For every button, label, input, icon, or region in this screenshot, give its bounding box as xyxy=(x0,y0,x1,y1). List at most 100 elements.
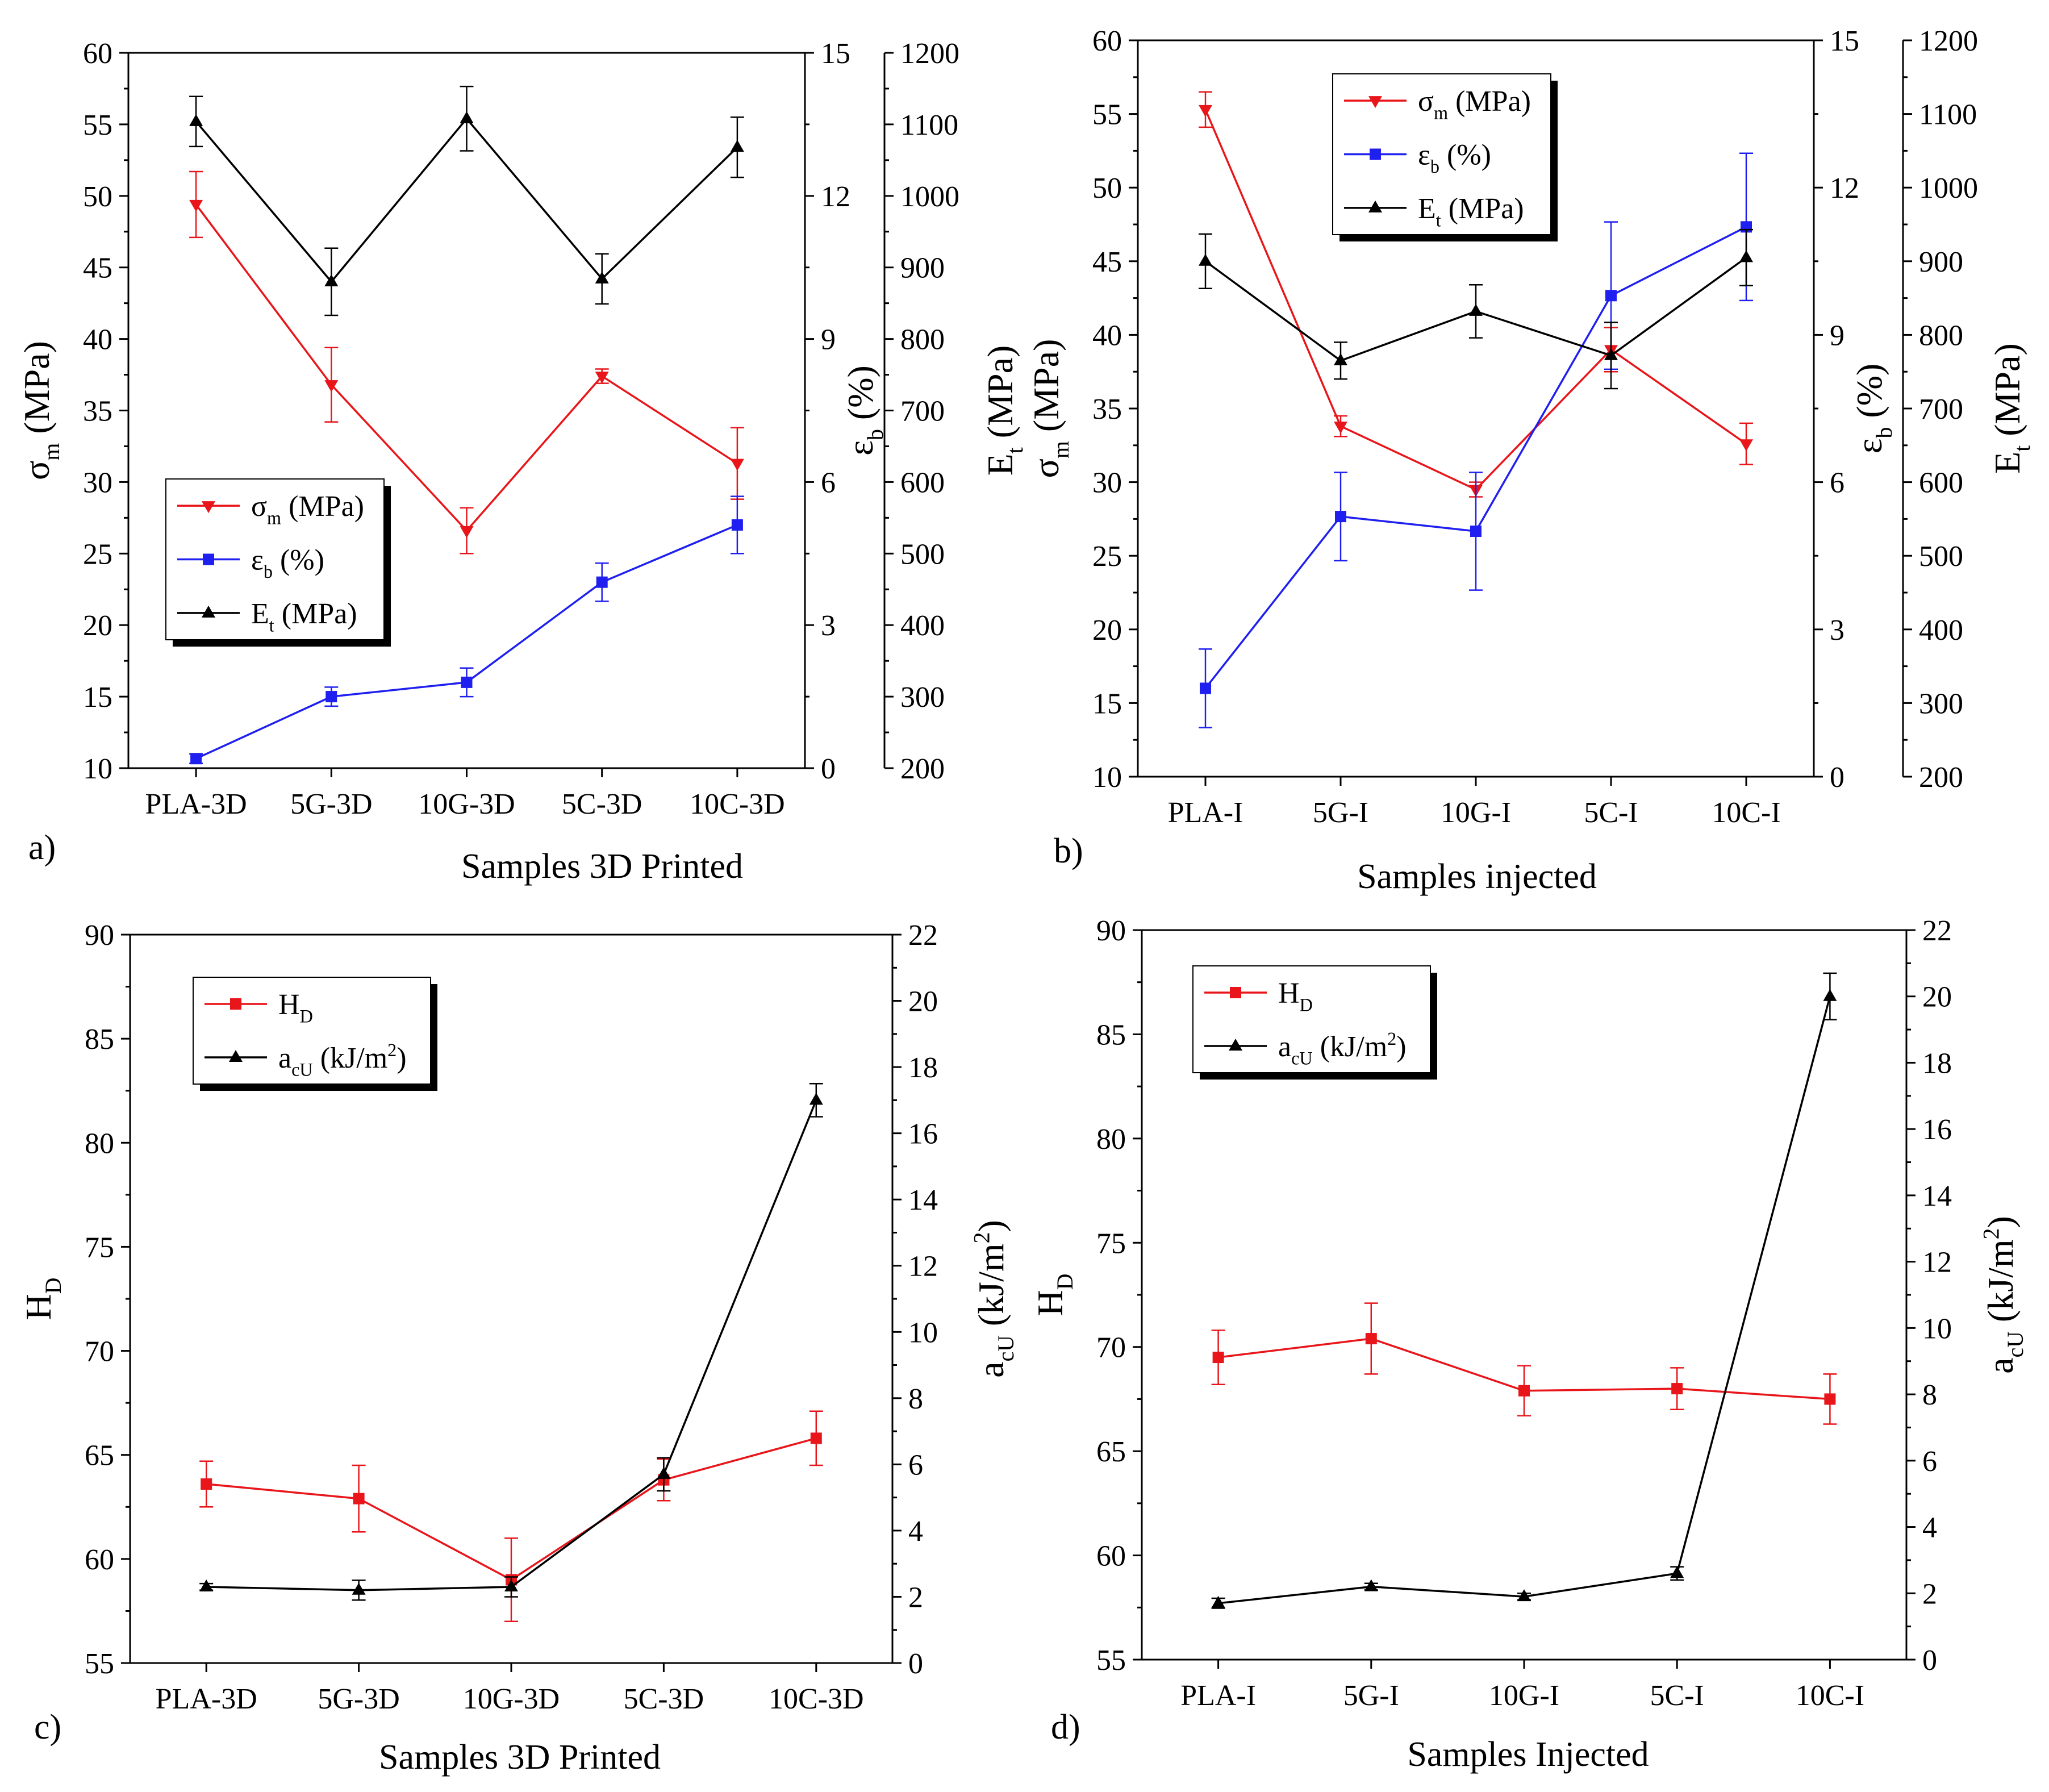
right-y-tick-label: 22 xyxy=(908,919,938,952)
right-y-tick-label: 6 xyxy=(1922,1445,1937,1478)
left-y-tick-label: 80 xyxy=(85,1127,114,1160)
series-1 xyxy=(1211,972,1837,1609)
right-y-tick-label: 400 xyxy=(900,610,945,642)
data-point xyxy=(1364,1579,1378,1591)
data-point xyxy=(595,271,609,284)
legend-marker xyxy=(1230,987,1241,998)
data-point xyxy=(189,114,203,126)
legend-marker xyxy=(1368,200,1382,212)
x-tick-label: 5C-I xyxy=(1584,797,1638,829)
right-y-tick-label: 900 xyxy=(900,252,945,285)
series-2 xyxy=(189,85,744,316)
right-y-axis-title: acU (kJ/m2) xyxy=(1979,1216,2028,1374)
data-point xyxy=(460,111,474,123)
left-y-tick-label: 75 xyxy=(1096,1227,1126,1260)
right-y-tick-label: 500 xyxy=(1919,540,1963,573)
right-y-tick-label: 200 xyxy=(1919,761,1963,794)
data-point xyxy=(352,1582,366,1595)
data-point xyxy=(1211,1595,1225,1608)
right-y-tick-label: 1000 xyxy=(1919,172,1978,205)
left-y-tick-label: 50 xyxy=(1092,172,1122,205)
right-y-tick-label: 14 xyxy=(1922,1180,1952,1212)
data-point xyxy=(1200,682,1211,694)
left-y-tick-label: 75 xyxy=(85,1231,114,1264)
left-y-tick-label: 20 xyxy=(1092,614,1122,647)
left-y-tick-label: 10 xyxy=(83,753,112,785)
right-y-tick-label: 18 xyxy=(908,1052,938,1084)
right-y-tick-label: 22 xyxy=(1922,915,1952,947)
right-y-tick-label: 0 xyxy=(821,753,836,785)
left-y-tick-label: 45 xyxy=(1092,246,1122,278)
right-y-tick-label: 0 xyxy=(1830,761,1844,794)
left-y-tick-label: 60 xyxy=(85,1544,114,1576)
left-y-tick-label: 10 xyxy=(1092,761,1122,794)
data-point xyxy=(190,753,202,765)
data-point xyxy=(595,372,609,384)
data-point xyxy=(460,526,474,539)
data-point xyxy=(730,459,744,471)
right-y-tick-label: 400 xyxy=(1919,614,1963,647)
right-y-tick-label: 8 xyxy=(908,1383,923,1415)
right-y-tick-label: 6 xyxy=(821,466,836,499)
data-point xyxy=(1824,1393,1836,1405)
data-point xyxy=(1469,303,1483,316)
data-point xyxy=(1518,1385,1530,1397)
right-y-tick-label: 4 xyxy=(1922,1512,1937,1544)
right-y-tick-label: 6 xyxy=(1830,467,1844,499)
series-2 xyxy=(1199,228,1753,390)
left-y-tick-label: 30 xyxy=(1092,467,1122,499)
left-y-axis-title: HD xyxy=(1030,1274,1078,1316)
right-y-tick-label: 3 xyxy=(1830,614,1844,647)
legend-marker xyxy=(202,501,215,514)
data-point xyxy=(1605,290,1617,302)
legend-label: HD xyxy=(278,989,313,1027)
right-y-tick-label: 1100 xyxy=(1919,99,1977,131)
series-0 xyxy=(189,170,744,555)
left-y-tick-label: 80 xyxy=(1096,1123,1126,1156)
left-y-tick-label: 20 xyxy=(83,610,112,642)
right-y-tick-label: 300 xyxy=(900,681,945,714)
right-y-tick-label: 900 xyxy=(1919,246,1963,278)
right-y-axis-title: εb (%) xyxy=(1849,364,1897,454)
x-tick-label: 10G-3D xyxy=(463,1683,560,1715)
data-point xyxy=(1670,1566,1684,1578)
data-point xyxy=(657,1466,671,1479)
legend: σm (MPa) εb (%) Et (MPa) xyxy=(165,478,391,647)
left-y-tick-label: 30 xyxy=(83,466,112,499)
panel-b: PLA-I 5G-I 10G-I 5C-I 10C-I Samples injected b… xyxy=(1026,25,2035,896)
left-y-axis-title: σm (MPa) xyxy=(1026,339,1074,478)
data-point xyxy=(1517,1589,1531,1602)
legend-label: acU (kJ/m2) xyxy=(278,1040,407,1080)
x-axis-title: Samples injected xyxy=(1357,857,1597,896)
right-y-tick-label: 18 xyxy=(1922,1047,1952,1080)
data-point xyxy=(810,1432,822,1444)
legend-marker xyxy=(1229,1039,1242,1051)
data-point xyxy=(1823,989,1837,1001)
right-y-tick-label: 16 xyxy=(908,1118,938,1151)
data-point xyxy=(1212,1352,1224,1364)
x-tick-label: PLA-I xyxy=(1180,1680,1256,1712)
right-y-tick-label: 1200 xyxy=(900,37,959,70)
right-y-tick-label: 12 xyxy=(908,1251,938,1283)
right-y-tick-label: 800 xyxy=(1919,319,1963,352)
right-y-tick-label: 15 xyxy=(1830,25,1859,57)
left-y-tick-label: 50 xyxy=(83,181,112,213)
x-axis-title: Samples 3D Printed xyxy=(379,1738,661,1777)
left-y-tick-label: 60 xyxy=(1096,1540,1126,1573)
x-tick-label: 10C-3D xyxy=(769,1683,864,1715)
right-y-tick-label: 1100 xyxy=(900,109,958,141)
x-tick-label: 5G-3D xyxy=(290,788,372,820)
right-y-tick-label: 12 xyxy=(1830,172,1859,205)
left-y-tick-label: 45 xyxy=(83,252,112,285)
data-point xyxy=(1199,253,1212,266)
x-tick-label: PLA-3D xyxy=(156,1683,257,1715)
data-point xyxy=(596,576,608,588)
legend-marker xyxy=(202,605,215,618)
x-tick-label: PLA-3D xyxy=(145,788,247,820)
legend: σm (MPa) εb (%) Et (MPa) xyxy=(1332,73,1558,241)
left-y-tick-label: 85 xyxy=(1096,1019,1126,1051)
left-y-tick-label: 70 xyxy=(1096,1332,1126,1364)
right-y-tick-label: 0 xyxy=(908,1648,923,1680)
